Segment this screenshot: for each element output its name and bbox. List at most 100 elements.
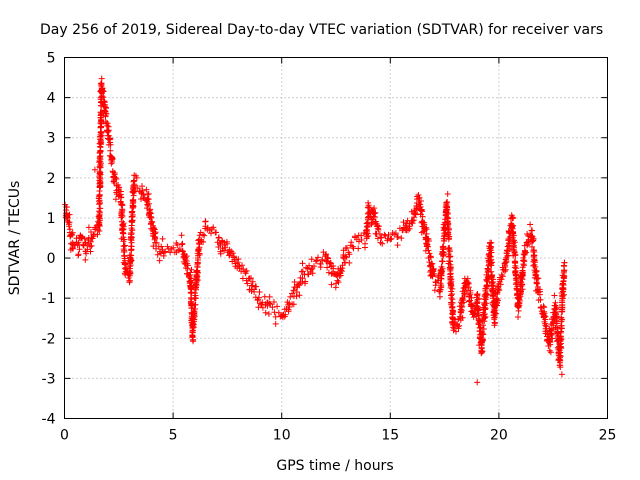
- data-point: [479, 348, 486, 355]
- data-point: [130, 203, 137, 210]
- data-point: [98, 75, 105, 82]
- data-point: [511, 237, 517, 244]
- data-point: [553, 304, 560, 311]
- data-point: [449, 299, 456, 306]
- data-point: [497, 281, 504, 288]
- data-point: [97, 153, 104, 159]
- data-point: [127, 252, 134, 259]
- data-point: [131, 182, 138, 189]
- data-point: [170, 244, 177, 251]
- data-point: [196, 244, 203, 251]
- data-point: [456, 313, 463, 320]
- x-tick-label: 25: [599, 428, 617, 444]
- data-point: [494, 299, 501, 306]
- data-point: [388, 235, 395, 242]
- data-point: [188, 289, 195, 296]
- data-point: [162, 248, 169, 255]
- data-point: [317, 261, 324, 267]
- data-point: [394, 242, 401, 249]
- data-point: [151, 226, 158, 233]
- data-point: [109, 155, 116, 161]
- data-point: [417, 201, 424, 208]
- data-point: [558, 318, 565, 325]
- grid: [64, 57, 608, 419]
- data-point: [149, 219, 156, 226]
- data-point: [179, 247, 186, 254]
- data-point: [161, 249, 167, 256]
- data-point: [419, 213, 426, 220]
- data-point: [436, 293, 443, 300]
- data-point: [152, 229, 159, 236]
- data-point: [444, 215, 451, 222]
- data-point: [517, 290, 524, 297]
- data-point: [87, 238, 94, 245]
- data-point: [559, 295, 566, 302]
- data-point: [355, 245, 362, 252]
- data-point: [85, 224, 92, 231]
- y-tick-label: 2: [47, 171, 56, 187]
- data-point: [202, 218, 209, 225]
- data-point: [183, 258, 190, 264]
- data-point: [474, 379, 481, 386]
- data-point: [88, 242, 95, 249]
- data-point: [482, 313, 489, 320]
- data-point: [557, 329, 564, 336]
- data-point: [537, 296, 544, 303]
- data-point: [362, 244, 368, 251]
- data-point: [269, 304, 276, 311]
- data-point: [409, 217, 416, 224]
- data-point: [337, 272, 344, 279]
- data-point: [557, 352, 564, 359]
- data-point: [532, 263, 539, 270]
- data-point: [398, 235, 405, 242]
- data-point: [459, 304, 466, 310]
- data-point: [453, 328, 459, 335]
- data-point: [96, 154, 103, 160]
- data-point: [111, 171, 118, 178]
- data-point: [412, 211, 419, 218]
- data-point: [460, 299, 467, 306]
- data-point: [400, 219, 407, 226]
- data-point: [126, 277, 133, 284]
- data-point: [299, 275, 306, 282]
- data-point: [266, 293, 273, 300]
- data-point: [315, 254, 321, 261]
- data-point: [286, 300, 293, 307]
- data-point: [561, 291, 567, 298]
- data-point: [128, 246, 135, 253]
- data-point: [480, 322, 486, 329]
- data-point: [395, 233, 401, 240]
- data-point: [406, 225, 413, 232]
- data-point: [444, 191, 451, 197]
- data-point: [239, 262, 245, 269]
- data-point: [308, 256, 315, 263]
- data-point: [335, 279, 342, 286]
- data-point: [324, 264, 331, 271]
- data-point: [130, 187, 137, 194]
- data-point: [103, 110, 110, 117]
- data-point: [97, 178, 104, 185]
- data-point: [282, 311, 289, 318]
- data-point: [150, 243, 157, 250]
- data-point: [426, 250, 433, 257]
- data-point: [437, 286, 444, 293]
- data-point: [97, 123, 104, 130]
- data-point: [448, 283, 455, 290]
- data-point: [84, 246, 91, 253]
- data-point: [425, 238, 432, 244]
- data-point: [213, 229, 220, 236]
- data-point: [456, 322, 463, 329]
- data-point: [99, 87, 106, 94]
- data-point: [95, 213, 102, 220]
- data-point: [419, 208, 426, 215]
- x-tick-label: 20: [490, 428, 508, 444]
- data-point: [121, 236, 128, 243]
- data-point: [507, 245, 513, 252]
- data-point: [222, 244, 229, 251]
- data-point: [296, 282, 303, 289]
- data-point: [195, 237, 202, 244]
- data-point: [96, 223, 103, 229]
- data-point: [275, 309, 282, 316]
- data-point: [133, 174, 140, 181]
- data-point: [82, 256, 89, 263]
